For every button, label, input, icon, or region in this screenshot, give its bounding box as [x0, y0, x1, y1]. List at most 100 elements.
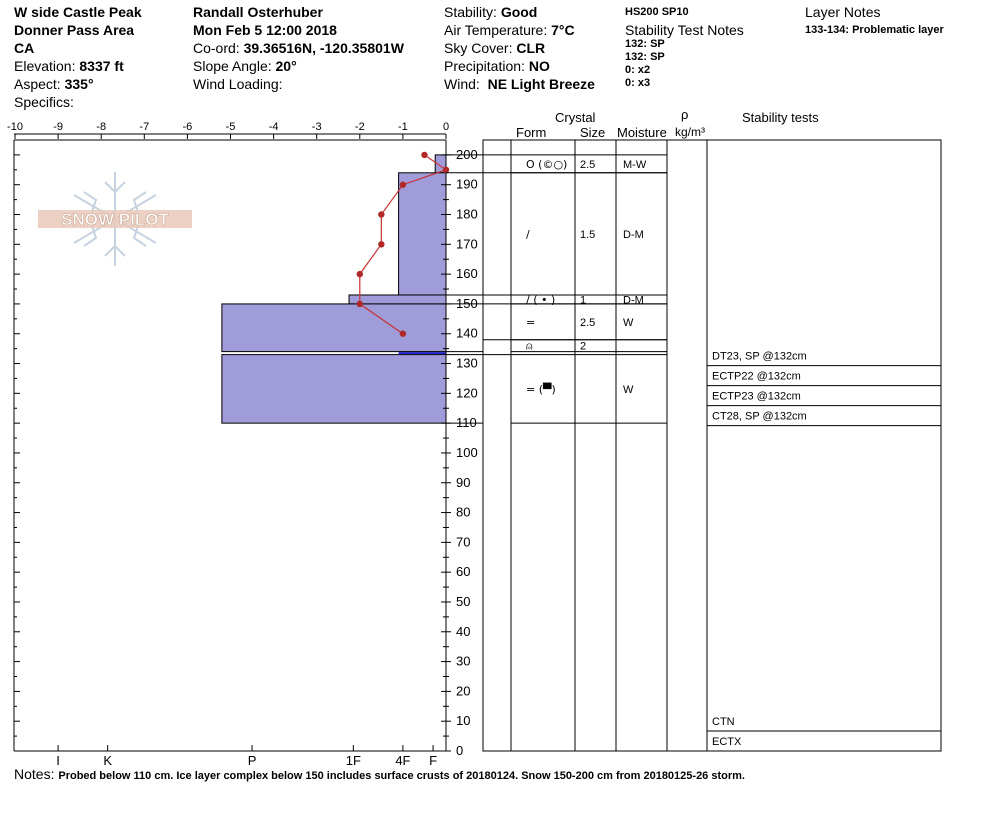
sky-label: Sky Cover:	[444, 40, 513, 56]
temp-tick-label: -6	[183, 121, 193, 133]
snowpilot-watermark: SNOW PILOT	[38, 172, 192, 266]
height-tick-label: 160	[456, 266, 478, 281]
hs-label: HS200 SP10	[625, 6, 689, 18]
layer-moisture: M-W	[623, 159, 647, 171]
temp-tick-label: -9	[53, 121, 63, 133]
height-tick-label: 10	[456, 713, 470, 728]
stability-note-4: 0: x3	[625, 77, 651, 89]
aspect-label: Aspect:	[14, 76, 61, 92]
stability-notes-title: Stability Test Notes	[625, 22, 744, 38]
height-tick-label: 130	[456, 356, 478, 371]
density-unit-header: kg/m³	[675, 125, 705, 139]
height-tick-label: 60	[456, 564, 470, 579]
layer-moisture: D-M	[623, 229, 644, 241]
hardness-tick-label: K	[103, 753, 112, 768]
table-frame	[482, 139, 942, 752]
temp-tick-label: -4	[269, 121, 279, 133]
air-temp-label: Air Temperature:	[444, 22, 548, 38]
stability-value: Good	[500, 4, 538, 20]
stability-test-label: ECTP23 @132cm	[712, 391, 801, 403]
height-tick-label: 80	[456, 505, 470, 520]
temp-tick-label: -1	[398, 121, 408, 133]
elevation-row: Elevation: 8337 ft	[14, 58, 124, 74]
stability-note-1: 132: SP	[625, 38, 665, 50]
watermark-text: SNOW PILOT	[61, 210, 169, 229]
layer-form: / ( • )	[526, 293, 555, 306]
temperature-point	[399, 181, 407, 188]
height-tick-label: 140	[456, 326, 478, 341]
stability-tests-header: Stability tests	[742, 110, 819, 125]
layer-form: ⍝	[526, 340, 533, 353]
stability-label: Stability:	[444, 4, 497, 20]
height-tick-label: 190	[456, 177, 478, 192]
aspect-value: 335°	[64, 76, 94, 92]
wind-label: Wind:	[444, 76, 480, 92]
wind-value: NE Light Breeze	[487, 76, 595, 92]
layer-form: /	[526, 228, 530, 241]
size-header: Size	[580, 125, 606, 140]
elevation-value: 8337 ft	[79, 58, 124, 74]
footer-notes: Notes: Probed below 110 cm. Ice layer co…	[14, 766, 745, 783]
air-temp-row: Air Temperature: 7°C	[444, 22, 575, 38]
site-name: W side Castle Peak	[14, 4, 142, 20]
temperature-point	[378, 241, 385, 248]
slope-value: 20°	[275, 58, 297, 74]
coord-value: 39.36516N, -120.35801W	[243, 40, 404, 56]
layer-notes-title: Layer Notes	[805, 4, 881, 20]
height-tick-label: 100	[456, 445, 478, 460]
hardness-layer-bar	[348, 294, 447, 305]
hardness-tick-label: P	[248, 753, 257, 768]
layer-size: 1	[580, 294, 586, 306]
temperature-point	[356, 270, 363, 278]
coord-label: Co-ord:	[193, 40, 240, 56]
stability-test-label: CT28, SP @132cm	[712, 411, 807, 423]
layer-note: 133-134: Problematic layer	[805, 24, 944, 36]
stability-note-2: 132: SP	[625, 51, 665, 63]
layer-form: =	[526, 316, 535, 329]
height-axis: 0102030405060708090100110120130140150160…	[441, 147, 478, 758]
hardness-layer-bar	[398, 172, 447, 296]
stability-test-label: ECTP22 @132cm	[712, 371, 801, 383]
layer-form: O (©○)	[526, 158, 567, 171]
temp-tick-label: 0	[443, 121, 449, 133]
hardness-tick-label: 4F	[395, 753, 410, 768]
layer-moisture: D-M	[623, 294, 644, 306]
layer-size: 2.5	[580, 159, 595, 171]
height-tick-label: 0	[456, 743, 463, 758]
hardness-layer-bar	[221, 354, 447, 424]
height-tick-label: 90	[456, 475, 470, 490]
temperature-point	[378, 211, 385, 218]
temperature-point	[399, 330, 407, 337]
notes-label: Notes:	[14, 766, 55, 782]
form-header: Form	[516, 125, 547, 140]
obs-datetime: Mon Feb 5 12:00 2018	[193, 22, 337, 38]
stability-note-3: 0: x2	[625, 64, 651, 76]
layer-size: 2.5	[580, 317, 595, 329]
temp-axis: -10 -9 -8 -7 -6 -5 -4 -3 -2 -1 0	[7, 121, 449, 139]
temp-tick-label: -2	[355, 121, 365, 133]
sky-value: CLR	[516, 40, 546, 56]
temp-tick-label: -8	[96, 121, 106, 133]
stability-test-label: CTN	[712, 716, 735, 728]
precip-row: Precipitation: NO	[444, 58, 550, 74]
temp-tick-label: -5	[226, 121, 236, 133]
plot-left-ticks	[14, 154, 20, 737]
temperature-profile	[356, 151, 450, 337]
temperature-line	[359, 154, 448, 335]
temp-tick-label: -7	[139, 121, 149, 133]
height-tick-label: 30	[456, 654, 470, 669]
temp-tick-label: -10	[7, 121, 23, 133]
height-tick-label: 70	[456, 534, 470, 549]
aspect-row: Aspect: 335°	[14, 76, 94, 92]
stability-tests-column: DT23, SP @132cm ECTP22 @132cm ECTP23 @132c…	[707, 351, 941, 748]
layer-moisture: W	[623, 384, 634, 396]
elevation-label: Elevation:	[14, 58, 76, 74]
crystal-header: Crystal	[555, 110, 596, 125]
hardness-tick-label: 1F	[346, 753, 361, 768]
sky-row: Sky Cover: CLR	[444, 40, 545, 56]
stability-row: Stability: Good	[444, 4, 537, 20]
notes-text: Probed below 110 cm. Ice layer complex b…	[58, 770, 745, 782]
precip-value: NO	[528, 58, 550, 74]
hardness-layer-bar	[221, 303, 447, 353]
